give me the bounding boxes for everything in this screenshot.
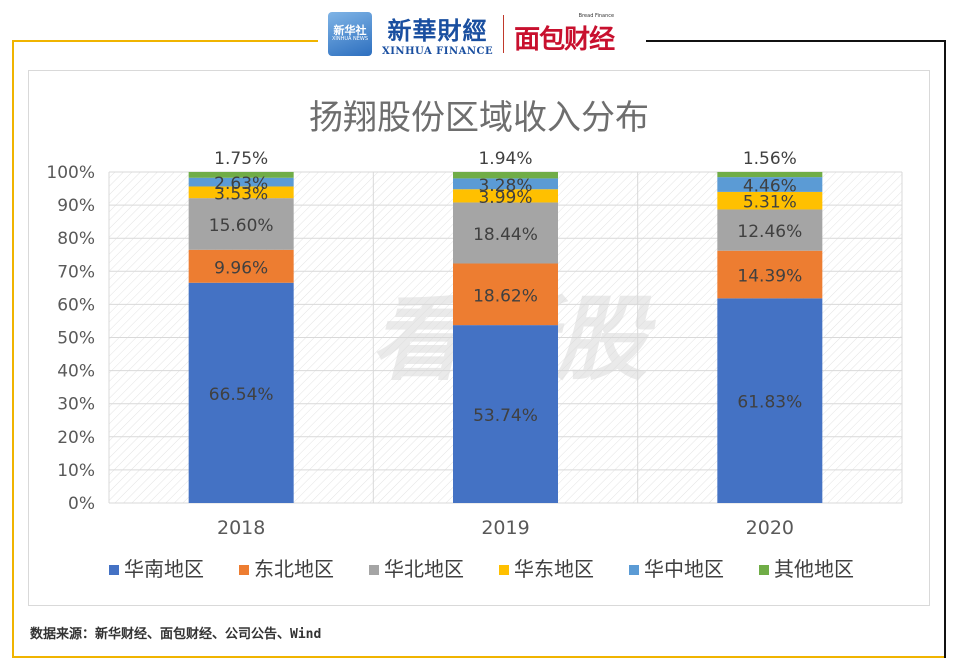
frame-top-right-line (640, 40, 946, 42)
frame-top-left-line (12, 40, 318, 42)
legend-swatch (759, 565, 769, 575)
xinhua-finance-en: XINHUA FINANCE (382, 46, 494, 57)
x-tick-label: 2020 (746, 517, 794, 539)
bar-segment (453, 263, 558, 326)
legend-label: 华东地区 (514, 557, 594, 581)
bar-segment (717, 250, 823, 299)
x-tick-label: 2019 (481, 517, 529, 539)
bar-segment (717, 177, 823, 192)
frame-bottom-line (12, 656, 944, 658)
data-label: 5.31% (743, 193, 797, 213)
y-tick-label: 0% (68, 494, 95, 514)
data-label: 53.74% (473, 406, 538, 426)
bar-segment (453, 178, 558, 190)
legend-label: 东北地区 (254, 557, 334, 581)
data-label: 3.28% (478, 176, 532, 196)
header-logos: 新华社 XINHUA NEWS 新華財經 XINHUA FINANCE Brea… (318, 6, 646, 62)
chart-panel: 扬翔股份区域收入分布 看新股 66.54%9.96%15.60%3.53%2.6… (28, 70, 930, 606)
logo-separator (503, 15, 505, 53)
data-label: 12.46% (737, 222, 802, 242)
y-tick-label: 40% (57, 362, 95, 382)
data-label: 1.75% (214, 149, 268, 169)
data-label: 66.54% (209, 385, 274, 405)
frame-left-line (12, 40, 14, 658)
legend-swatch (109, 565, 119, 575)
labels-layer: 66.54% 9.96% 15.60% 3.53%2.63% 1.75% 53.74% 18… (209, 149, 802, 426)
y-tick-label: 20% (57, 428, 95, 448)
bar-segment (717, 298, 823, 503)
y-tick-label: 80% (57, 229, 95, 249)
legend-swatch (499, 565, 509, 575)
bar-segment (453, 325, 558, 503)
legend-label: 华南地区 (124, 557, 204, 581)
bar-segment (717, 191, 823, 210)
legend-layer: 华南地区 东北地区 华北地区 华东地区 华中地区 其他地区 (109, 557, 854, 581)
data-source-note: 数据来源：新华财经、面包财经、公司公告、Wind (30, 627, 322, 642)
data-label: 14.39% (737, 267, 802, 287)
bread-finance-logo: Bread Finance 面包财经 (514, 12, 615, 56)
legend-swatch (629, 565, 639, 575)
data-label: 1.94% (478, 149, 532, 169)
data-label: 3.99% (478, 188, 532, 208)
y-tick-label: 70% (57, 262, 95, 282)
y-tick-label: 100% (46, 163, 95, 183)
chart-svg: 扬翔股份区域收入分布 看新股 66.54%9.96%15.60%3.53%2.6… (46, 98, 903, 581)
data-label: 3.53% (214, 184, 268, 204)
xinhua-news-logo: 新华社 XINHUA NEWS (328, 12, 372, 56)
y-tick-label: 90% (57, 196, 95, 216)
xinhua-badge-cn: 新华社 (333, 23, 367, 37)
bread-finance-cn: 面包财经 (514, 24, 615, 55)
bars-layer (188, 171, 823, 503)
xinhua-finance-cn: 新華財經 (387, 16, 488, 45)
data-label: 1.56% (743, 149, 797, 169)
legend-label: 其他地区 (774, 557, 854, 581)
data-label: 2.63% (214, 174, 268, 194)
xinhua-badge-en: XINHUA NEWS (331, 36, 369, 43)
data-label: 15.60% (209, 216, 274, 236)
frame-right-line (944, 40, 946, 658)
bar-segment (717, 171, 823, 178)
data-label: 61.83% (737, 393, 802, 413)
bar-segment (453, 202, 558, 264)
legend-swatch (239, 565, 249, 575)
data-label: 18.44% (473, 225, 538, 245)
y-tick-label: 10% (57, 461, 95, 481)
bar-segment (188, 282, 294, 503)
legend-label: 华北地区 (384, 557, 464, 581)
bar-segment (188, 177, 294, 187)
x-tick-label: 2018 (217, 517, 265, 539)
chart-title: 扬翔股份区域收入分布 (309, 98, 649, 138)
data-label: 18.62% (473, 286, 538, 306)
bar-segment (453, 189, 558, 203)
y-tick-label: 30% (57, 395, 95, 415)
bar-segment (717, 209, 823, 251)
axis-layer: 0% 10% 20% 30% 40% 50% 60% 70% 80% 90% 100% 2018 201… (46, 163, 794, 539)
bar-segment (188, 198, 294, 250)
data-label: 9.96% (214, 258, 268, 278)
bread-finance-en: Bread Finance (578, 12, 615, 19)
data-label: 4.46% (743, 177, 797, 197)
legend-swatch (369, 565, 379, 575)
xinhua-finance-logo: 新華財經 XINHUA FINANCE (382, 11, 493, 57)
bar-segment (453, 171, 558, 179)
y-tick-label: 50% (57, 329, 95, 349)
bar-segment (188, 171, 294, 178)
bar-segment (188, 249, 294, 283)
y-tick-label: 60% (57, 295, 95, 315)
bar-segment (188, 186, 294, 199)
legend-label: 华中地区 (644, 557, 724, 581)
